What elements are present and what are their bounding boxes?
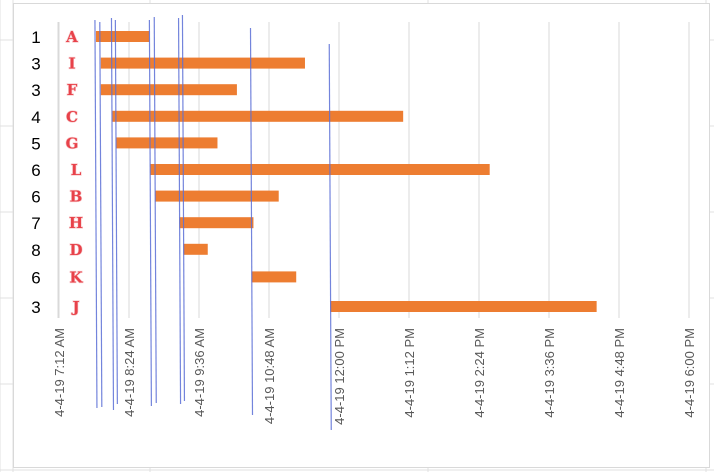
annotation-line [94,19,98,409]
task-label: I [68,55,75,73]
annotation-line [328,43,332,431]
task-label: G [66,134,79,152]
x-tick-label: 4-4-19 12:00 PM [332,328,347,425]
task-bar-l [150,164,490,175]
x-tick-label: 4-4-19 7:12 AM [52,328,67,417]
row-number: 3 [31,55,40,74]
annotation-line [153,16,157,404]
row-number: 3 [31,81,40,100]
annotation-line [99,21,103,408]
task-bar-g [116,137,218,149]
task-bar-k [251,271,297,283]
task-label: B [70,188,83,206]
x-tick-label: 4-4-19 8:24 AM [122,328,137,417]
task-bar-j [330,301,597,312]
row-number: 6 [31,268,40,287]
task-bar-c [112,110,404,122]
row-number: 7 [31,214,40,233]
row-number: 8 [31,241,40,260]
row-number: 3 [31,298,40,317]
task-bar-i [100,57,305,69]
annotation-line [114,19,118,405]
annotation-line [148,19,152,407]
task-label: F [67,81,78,99]
annotation-line [177,17,182,405]
task-bar-d [183,243,208,255]
row-number: 6 [31,161,40,180]
row-number: 4 [31,108,40,127]
task-label: A [65,28,78,46]
task-bar-f [100,84,237,96]
annotation-line [249,27,254,416]
row-number: 6 [31,188,40,207]
x-tick-label: 4-4-19 6:00 PM [682,328,697,418]
x-tick-label: 4-4-19 2:24 PM [472,328,487,418]
row-number: 1 [31,28,40,47]
x-tick-label: 4-4-19 10:48 AM [262,328,277,424]
task-label: J [70,298,79,316]
x-tick-label: 4-4-19 9:36 AM [192,328,207,417]
task-label: L [71,161,82,179]
task-bar-h [179,217,254,229]
annotation-line [110,17,115,411]
task-label: D [69,241,82,259]
x-tick-label: 4-4-19 4:48 PM [612,328,627,418]
x-tick-label: 4-4-19 3:36 PM [542,328,557,418]
task-bar-a [95,31,150,42]
task-label: H [69,214,83,232]
task-label: C [66,108,78,126]
row-number: 5 [31,134,40,153]
annotation-line [181,14,186,402]
task-bar-b [155,190,279,202]
task-label: K [69,268,83,286]
x-tick-label: 4-4-19 1:12 PM [402,328,417,418]
